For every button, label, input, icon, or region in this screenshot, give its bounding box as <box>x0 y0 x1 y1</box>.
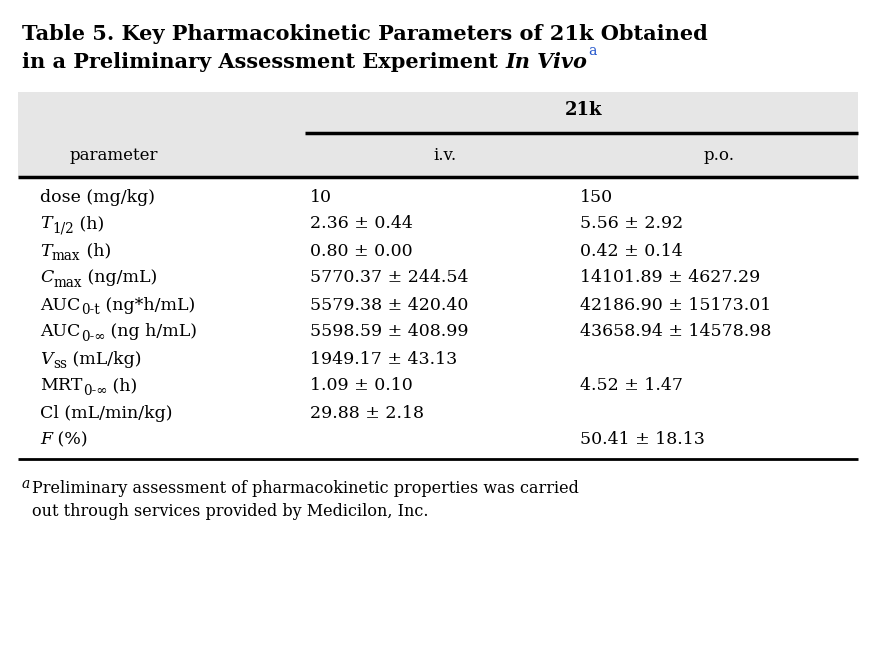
Text: AUC: AUC <box>40 323 80 340</box>
Text: (ng/mL): (ng/mL) <box>82 269 158 287</box>
Text: 5579.38 ± 420.40: 5579.38 ± 420.40 <box>310 297 468 313</box>
Text: In Vivo: In Vivo <box>505 52 587 72</box>
Text: (ng*h/mL): (ng*h/mL) <box>99 297 195 313</box>
Text: (ng h/mL): (ng h/mL) <box>106 323 197 340</box>
Text: max: max <box>53 276 82 290</box>
Text: parameter: parameter <box>70 147 159 163</box>
Text: 0.42 ± 0.14: 0.42 ± 0.14 <box>580 243 683 259</box>
Text: a: a <box>22 477 31 491</box>
Text: in a Preliminary Assessment Experiment: in a Preliminary Assessment Experiment <box>22 52 505 72</box>
Text: 0-∞: 0-∞ <box>81 330 106 344</box>
Text: 50.41 ± 18.13: 50.41 ± 18.13 <box>580 432 705 448</box>
Bar <box>18 92 858 177</box>
Text: Cl (mL/min/kg): Cl (mL/min/kg) <box>40 404 173 422</box>
Text: 0-t: 0-t <box>81 303 99 317</box>
Text: 2.36 ± 0.44: 2.36 ± 0.44 <box>310 215 412 233</box>
Text: (h): (h) <box>74 215 105 233</box>
Text: a: a <box>588 44 596 58</box>
Text: T: T <box>40 243 51 259</box>
Text: (h): (h) <box>81 243 111 259</box>
Text: i.v.: i.v. <box>433 147 457 163</box>
Text: (%): (%) <box>52 432 88 448</box>
Text: MRT: MRT <box>40 378 82 394</box>
Text: 1949.17 ± 43.13: 1949.17 ± 43.13 <box>310 350 457 368</box>
Text: (h): (h) <box>107 378 138 394</box>
Text: 5598.59 ± 408.99: 5598.59 ± 408.99 <box>310 323 468 340</box>
Text: 5.56 ± 2.92: 5.56 ± 2.92 <box>580 215 684 233</box>
Text: 0.80 ± 0.00: 0.80 ± 0.00 <box>310 243 412 259</box>
Text: 0-∞: 0-∞ <box>83 384 107 398</box>
Text: max: max <box>52 249 80 263</box>
Text: 10: 10 <box>310 189 332 205</box>
Text: C: C <box>40 269 53 287</box>
Text: Preliminary assessment of pharmacokinetic properties was carried
out through ser: Preliminary assessment of pharmacokineti… <box>32 480 579 520</box>
Text: ss: ss <box>53 357 67 371</box>
Text: F: F <box>40 432 52 448</box>
Text: 43658.94 ± 14578.98: 43658.94 ± 14578.98 <box>580 323 772 340</box>
Text: Table 5. Key Pharmacokinetic Parameters of 21k Obtained: Table 5. Key Pharmacokinetic Parameters … <box>22 24 708 44</box>
Text: 4.52 ± 1.47: 4.52 ± 1.47 <box>580 378 683 394</box>
Text: 1.09 ± 0.10: 1.09 ± 0.10 <box>310 378 412 394</box>
Text: 5770.37 ± 244.54: 5770.37 ± 244.54 <box>310 269 468 287</box>
Text: 21k: 21k <box>565 101 603 119</box>
Text: p.o.: p.o. <box>704 147 734 163</box>
Text: 150: 150 <box>580 189 613 205</box>
Text: 42186.90 ± 15173.01: 42186.90 ± 15173.01 <box>580 297 771 313</box>
Text: T: T <box>40 215 51 233</box>
Text: dose (mg/kg): dose (mg/kg) <box>40 189 155 205</box>
Text: (mL/kg): (mL/kg) <box>67 350 141 368</box>
Text: 29.88 ± 2.18: 29.88 ± 2.18 <box>310 404 424 422</box>
Text: AUC: AUC <box>40 297 80 313</box>
Text: 14101.89 ± 4627.29: 14101.89 ± 4627.29 <box>580 269 760 287</box>
Text: 1/2: 1/2 <box>52 222 73 236</box>
Text: V: V <box>40 350 52 368</box>
